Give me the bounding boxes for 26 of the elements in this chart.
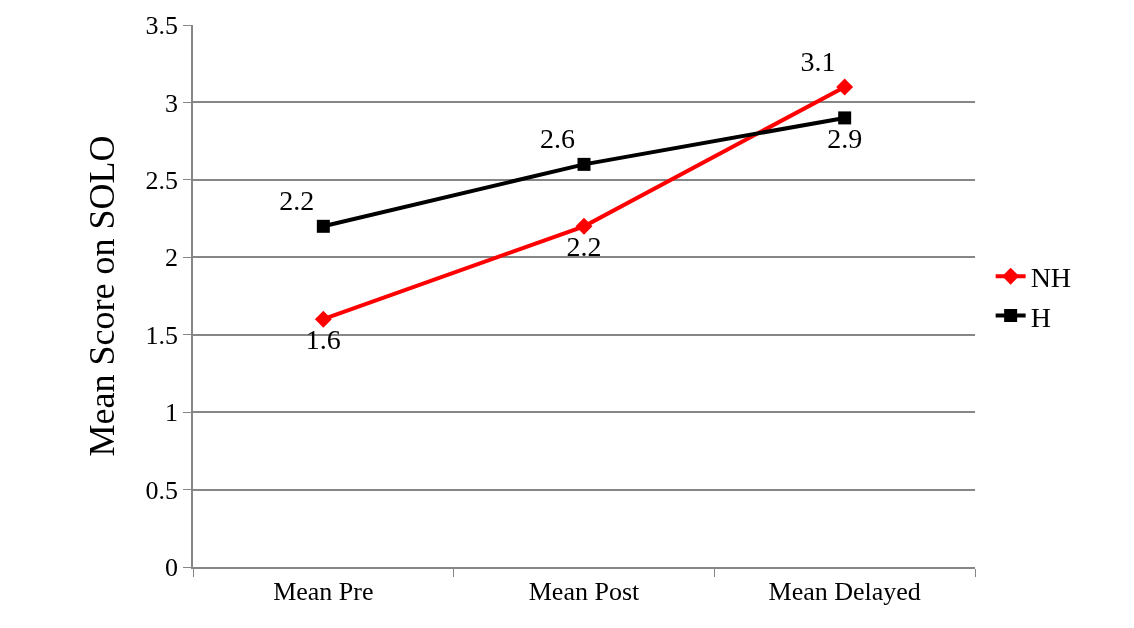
y-tick-label: 1 [165, 398, 179, 428]
x-tick-label: Mean Post [528, 576, 641, 606]
y-tick-label: 3.5 [145, 11, 179, 41]
data-label: 2.2 [279, 185, 315, 217]
data-label: 1.6 [305, 324, 341, 356]
point [836, 78, 854, 96]
y-tick-label: 0.5 [145, 475, 179, 505]
point [575, 217, 593, 235]
legend-label: NH [1030, 262, 1072, 294]
y-axis-title: Mean Score on SOLO [81, 135, 122, 457]
y-tick-label: 2.5 [145, 165, 179, 195]
y-tick-label: 2 [165, 243, 179, 273]
x-tick-label: Mean Pre [273, 576, 374, 606]
x-tick-label: Mean Delayed [768, 576, 921, 606]
data-label: 2.9 [827, 123, 863, 155]
legend-label: H [1030, 301, 1051, 333]
data-label: 3.1 [800, 45, 836, 77]
point [314, 310, 332, 328]
y-tick-label: 1.5 [145, 320, 179, 350]
data-label: 2.2 [566, 231, 602, 263]
point [838, 111, 852, 125]
point [577, 157, 591, 171]
y-tick-label: 3 [165, 88, 179, 118]
point [316, 219, 330, 233]
data-label: 2.6 [539, 123, 575, 155]
y-tick-label: 0 [165, 553, 179, 583]
